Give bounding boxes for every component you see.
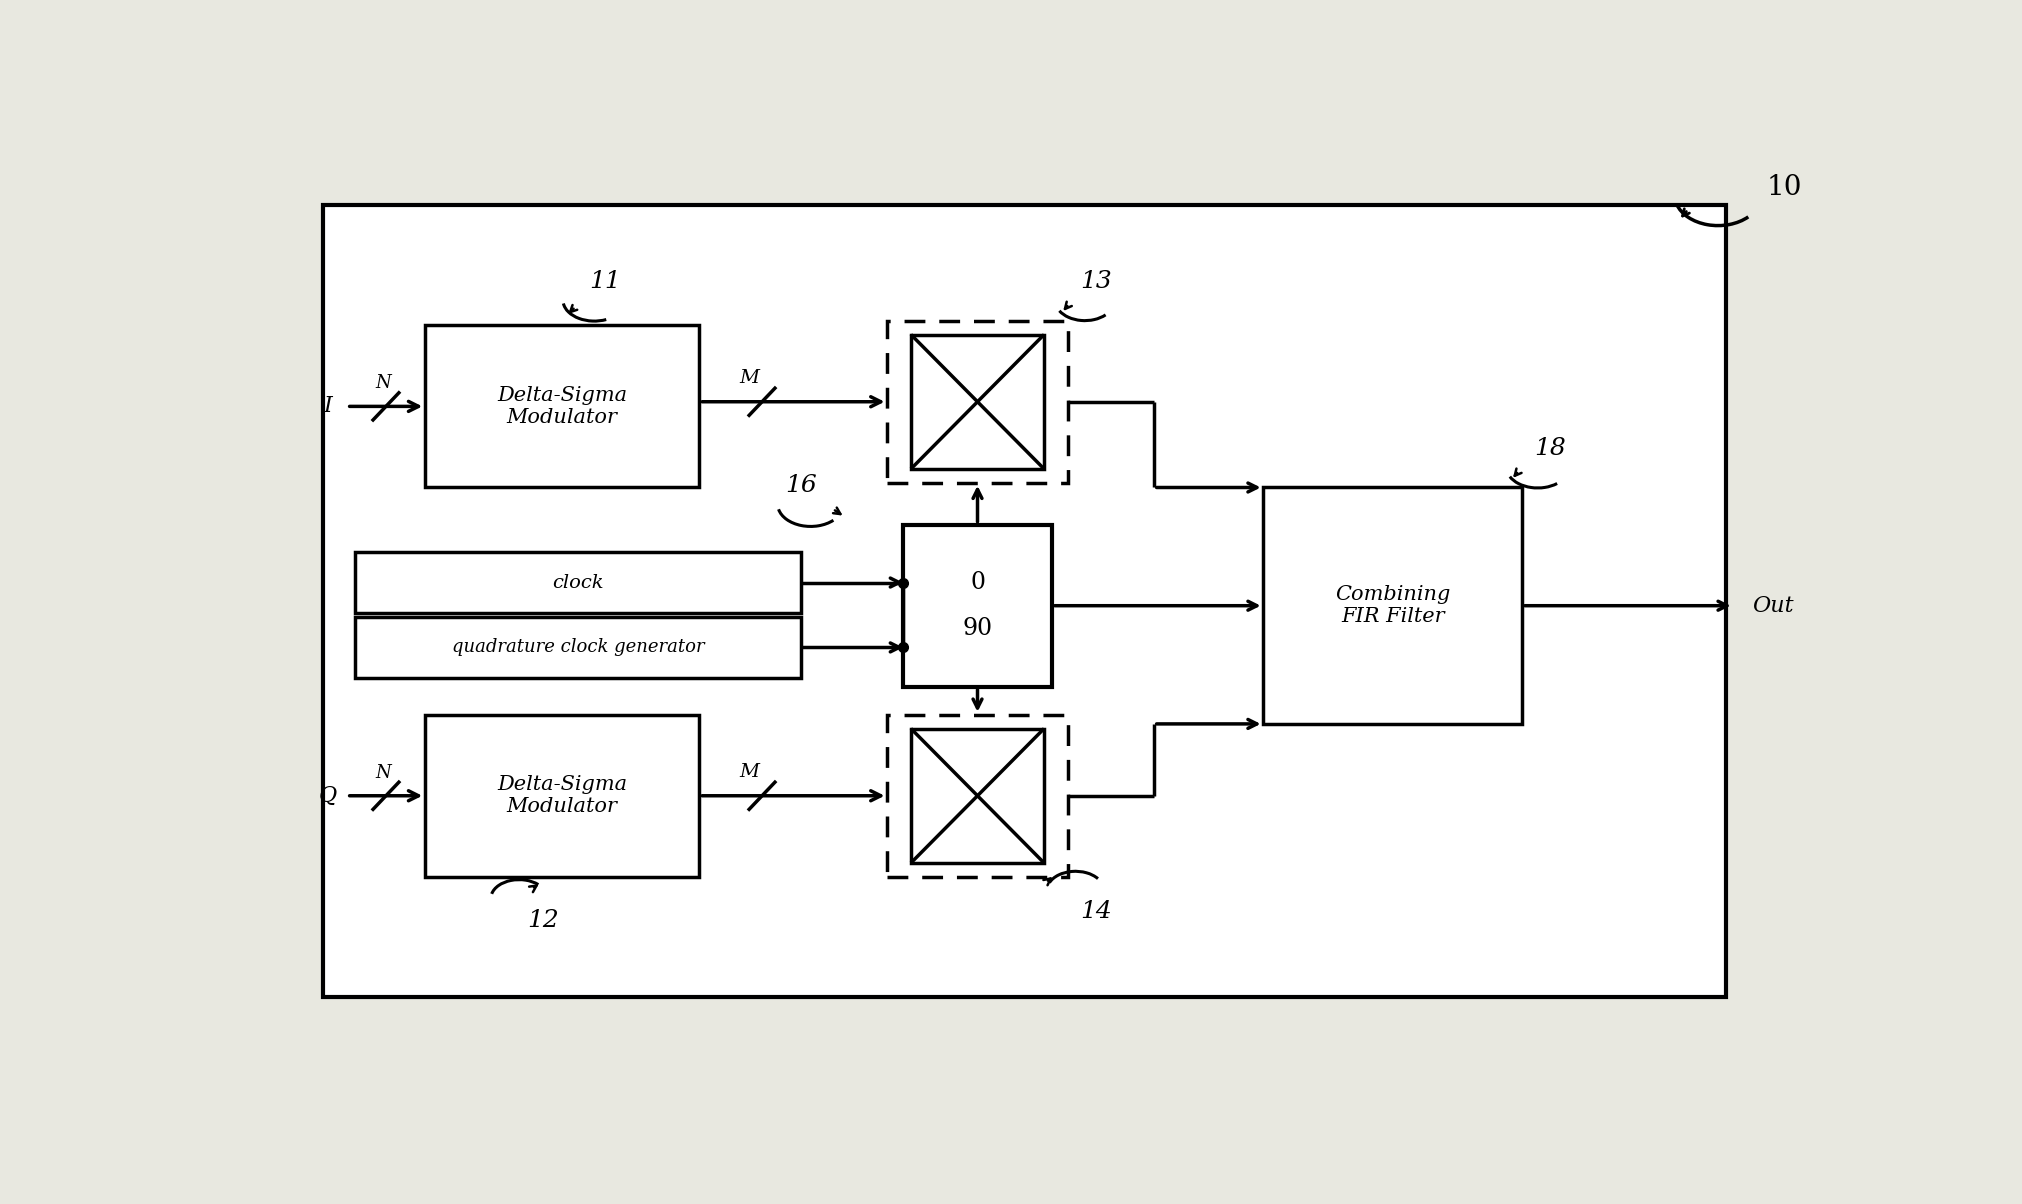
Bar	[910, 728, 1043, 863]
Text: Delta-Sigma
Modulator: Delta-Sigma Modulator	[497, 775, 627, 816]
Text: N: N	[374, 374, 390, 393]
Text: 10: 10	[1767, 175, 1802, 201]
Bar	[1264, 488, 1523, 724]
Text: Q: Q	[319, 785, 338, 807]
Bar	[354, 618, 801, 678]
Text: I: I	[324, 395, 332, 418]
Text: 90: 90	[962, 618, 993, 641]
Text: 14: 14	[1080, 901, 1112, 923]
Text: quadrature clock generator: quadrature clock generator	[451, 638, 704, 656]
Text: 16: 16	[785, 473, 817, 497]
Bar	[910, 335, 1043, 470]
Text: M: M	[740, 368, 760, 386]
Bar	[904, 525, 1051, 686]
Text: Combining
FIR Filter: Combining FIR Filter	[1335, 585, 1450, 626]
Text: 12: 12	[528, 909, 558, 932]
Text: 13: 13	[1080, 270, 1112, 293]
Text: 18: 18	[1535, 437, 1567, 460]
Text: Delta-Sigma
Modulator: Delta-Sigma Modulator	[497, 385, 627, 427]
Text: 11: 11	[590, 270, 621, 293]
Text: N: N	[374, 763, 390, 781]
Bar	[425, 325, 700, 488]
Text: 0: 0	[971, 571, 985, 594]
Text: Out: Out	[1753, 595, 1794, 616]
Bar	[888, 320, 1068, 483]
Bar	[425, 715, 700, 877]
Text: M: M	[740, 762, 760, 780]
Bar	[354, 553, 801, 613]
Bar	[324, 205, 1727, 997]
Bar	[888, 715, 1068, 877]
Text: clock: clock	[552, 573, 605, 591]
